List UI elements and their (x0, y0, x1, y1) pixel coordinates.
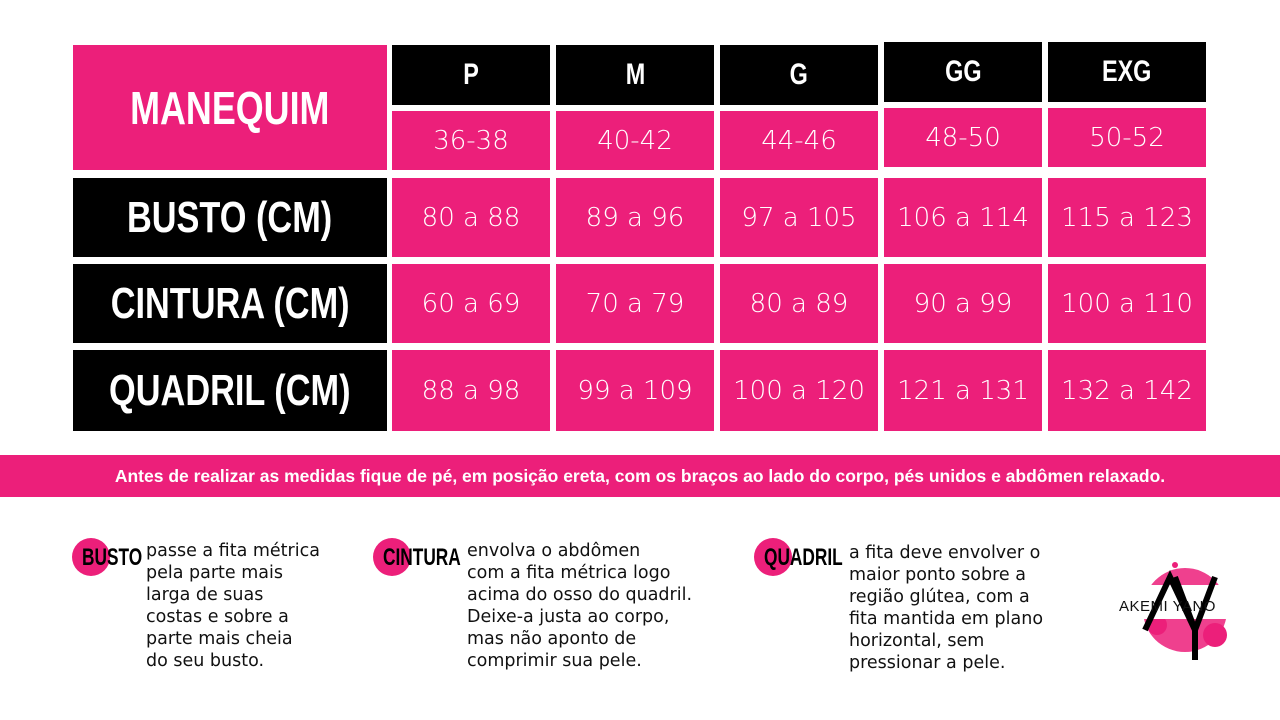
measure-cell-text: 97 a 105 (741, 202, 857, 233)
size-header-text: GG (944, 55, 982, 88)
header-label: MANEQUIM (130, 81, 330, 134)
size-header-text: P (463, 58, 479, 91)
size-range: 50-52 (1048, 108, 1206, 167)
measure-cell-text: 89 a 96 (585, 202, 685, 233)
banner-text: Antes de realizar as medidas fique de pé… (114, 465, 1166, 486)
measure-cell-text: 100 a 110 (1061, 288, 1193, 319)
measure-cell: 115 a 123 (1048, 178, 1206, 257)
instruction-banner: Antes de realizar as medidas fique de pé… (0, 455, 1280, 497)
measure-cell-text: 80 a 89 (749, 288, 849, 319)
measure-cell: 60 a 69 (392, 264, 550, 343)
row-label-text: BUSTO (CM) (127, 192, 333, 242)
size-header: EXG (1048, 42, 1206, 102)
size-header: GG (884, 42, 1042, 102)
measure-cell-text: 70 a 79 (585, 288, 685, 319)
measure-cell: 80 a 88 (392, 178, 550, 257)
size-range: 36-38 (392, 111, 550, 170)
size-range-text: 48-50 (925, 122, 1001, 153)
measure-cell-text: 106 a 114 (897, 202, 1029, 233)
measure-cell: 97 a 105 (720, 178, 878, 257)
measure-cell-text: 121 a 131 (897, 375, 1029, 406)
size-header-text: G (789, 58, 809, 91)
measure-cell: 121 a 131 (884, 350, 1042, 431)
measure-cell: 80 a 89 (720, 264, 878, 343)
measure-cell: 99 a 109 (556, 350, 714, 431)
size-header-text: EXG (1102, 55, 1152, 88)
measure-cell-text: 90 a 99 (913, 288, 1013, 319)
measure-cell: 132 a 142 (1048, 350, 1206, 431)
measure-cell-text: 132 a 142 (1061, 375, 1193, 406)
measure-cell: 89 a 96 (556, 178, 714, 257)
header-manequim: MANEQUIM (73, 45, 387, 170)
measure-cell-text: 115 a 123 (1061, 202, 1193, 233)
logo-text: AKEMI YANO (1119, 598, 1216, 615)
measure-cell: 88 a 98 (392, 350, 550, 431)
size-header-text: M (625, 58, 645, 91)
note-label: QUADRIL (764, 544, 843, 571)
measure-cell-text: 100 a 120 (733, 375, 865, 406)
measure-cell: 100 a 110 (1048, 264, 1206, 343)
row-label: CINTURA (CM) (73, 264, 387, 343)
note-label: CINTURA (383, 544, 461, 571)
size-range: 44-46 (720, 111, 878, 170)
note-text: envolva o abdômen com a fita métrica log… (467, 541, 693, 671)
measure-cell: 90 a 99 (884, 264, 1042, 343)
size-header: G (720, 45, 878, 105)
size-range-text: 40-42 (597, 125, 673, 156)
row-label-text: QUADRIL (CM) (109, 365, 351, 415)
measure-cell-text: 80 a 88 (421, 202, 521, 233)
size-header: M (556, 45, 714, 105)
note-text: a fita deve envolver o maior ponto sobre… (849, 543, 1044, 673)
measure-cell: 70 a 79 (556, 264, 714, 343)
row-label: BUSTO (CM) (73, 178, 387, 257)
brand-logo: AKEMI YANO (1115, 535, 1245, 680)
pink-dot (754, 538, 792, 576)
size-range-text: 36-38 (433, 125, 509, 156)
measure-cell: 106 a 114 (884, 178, 1042, 257)
size-range: 48-50 (884, 108, 1042, 167)
measure-cell: 100 a 120 (720, 350, 878, 431)
row-label-text: CINTURA (CM) (110, 278, 350, 328)
note-label: BUSTO (82, 544, 143, 571)
pink-dot (72, 538, 110, 576)
size-range: 40-42 (556, 111, 714, 170)
measure-cell-text: 99 a 109 (577, 375, 693, 406)
pink-dot (373, 538, 411, 576)
size-range-text: 44-46 (761, 125, 837, 156)
measure-cell-text: 88 a 98 (421, 375, 521, 406)
row-label: QUADRIL (CM) (73, 350, 387, 431)
note-text: passe a fita métrica pela parte mais lar… (146, 541, 320, 671)
logo-mark-icon (1137, 562, 1243, 660)
measure-cell-text: 60 a 69 (421, 288, 521, 319)
size-range-text: 50-52 (1089, 122, 1165, 153)
size-header: P (392, 45, 550, 105)
